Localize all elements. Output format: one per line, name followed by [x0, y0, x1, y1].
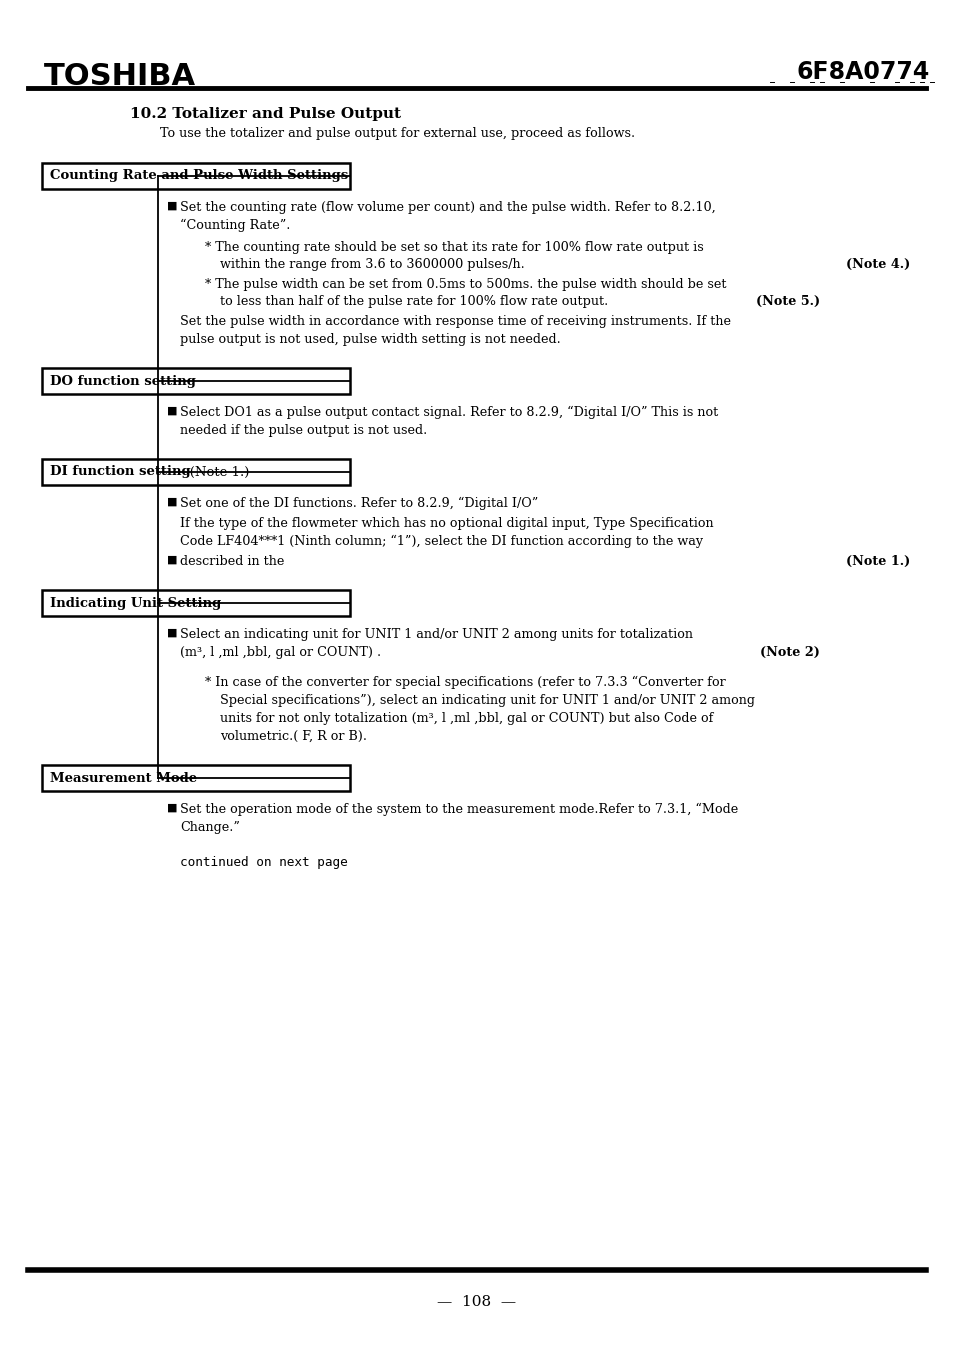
Text: 6F8A0774: 6F8A0774 [796, 59, 929, 84]
Text: DO function setting: DO function setting [50, 374, 195, 388]
Bar [42, 367, 350, 394]
Bar [42, 765, 350, 790]
Text: units for not only totalization (m³, l ,ml ,bbl, gal or COUNT) but also Code of: units for not only totalization (m³, l ,… [220, 712, 713, 725]
Text: Set the counting rate (flow volume per count) and the pulse width. Refer to 8.2.: Set the counting rate (flow volume per c… [180, 201, 715, 213]
Text: Set the operation mode of the system to the measurement mode.Refer to 7.3.1, “Mo: Set the operation mode of the system to … [180, 802, 738, 816]
Text: ■: ■ [167, 802, 177, 813]
Text: TOSHIBA: TOSHIBA [44, 62, 196, 91]
Text: * The counting rate should be set so that its rate for 100% flow rate output is: * The counting rate should be set so tha… [205, 240, 703, 254]
Text: (Note 4.): (Note 4.) [845, 258, 909, 272]
Text: ■: ■ [167, 628, 177, 638]
Text: To use the totalizer and pulse output for external use, proceed as follows.: To use the totalizer and pulse output fo… [160, 127, 635, 141]
Text: Indicating Unit Setting: Indicating Unit Setting [50, 597, 221, 609]
Bar [42, 163, 350, 189]
Text: DI function setting: DI function setting [50, 466, 191, 478]
Text: Set one of the DI functions. Refer to 8.2.9, “Digital I/O”: Set one of the DI functions. Refer to 8.… [180, 497, 537, 511]
Text: pulse output is not used, pulse width setting is not needed.: pulse output is not used, pulse width se… [180, 332, 560, 346]
Text: Set the pulse width in accordance with response time of receiving instruments. I: Set the pulse width in accordance with r… [180, 315, 730, 328]
Text: continued on next page: continued on next page [180, 857, 348, 869]
Text: “Counting Rate”.: “Counting Rate”. [180, 219, 290, 232]
Text: needed if the pulse output is not used.: needed if the pulse output is not used. [180, 424, 427, 436]
Text: (Note 1.): (Note 1.) [845, 555, 909, 567]
Bar [42, 590, 350, 616]
Text: Counting Rate and Pulse Width Settings: Counting Rate and Pulse Width Settings [50, 169, 348, 182]
Text: * The pulse width can be set from 0.5ms to 500ms. the pulse width should be set: * The pulse width can be set from 0.5ms … [205, 278, 726, 290]
Text: Select DO1 as a pulse output contact signal. Refer to 8.2.9, “Digital I/O” This : Select DO1 as a pulse output contact sig… [180, 407, 718, 419]
Text: 10.2 Totalizer and Pulse Output: 10.2 Totalizer and Pulse Output [130, 107, 400, 122]
Text: (m³, l ,ml ,bbl, gal or COUNT) .: (m³, l ,ml ,bbl, gal or COUNT) . [180, 646, 381, 659]
Text: Select an indicating unit for UNIT 1 and/or UNIT 2 among units for totalization: Select an indicating unit for UNIT 1 and… [180, 628, 692, 640]
Text: —  108  —: — 108 — [437, 1296, 516, 1309]
Text: (Note 1.): (Note 1.) [177, 466, 249, 478]
Text: ■: ■ [167, 555, 177, 565]
Text: Code LF404***1 (Ninth column; “1”), select the DI function according to the way: Code LF404***1 (Ninth column; “1”), sele… [180, 535, 702, 549]
Text: to less than half of the pulse rate for 100% flow rate output.: to less than half of the pulse rate for … [220, 295, 608, 308]
Text: Measurement Mode: Measurement Mode [50, 771, 197, 785]
Text: ■: ■ [167, 407, 177, 416]
Text: described in the: described in the [180, 555, 284, 567]
Bar [42, 459, 350, 485]
Text: ■: ■ [167, 201, 177, 211]
Text: within the range from 3.6 to 3600000 pulses/h.: within the range from 3.6 to 3600000 pul… [220, 258, 524, 272]
Text: Special specifications”), select an indicating unit for UNIT 1 and/or UNIT 2 amo: Special specifications”), select an indi… [220, 694, 754, 707]
Text: (Note 5.): (Note 5.) [755, 295, 820, 308]
Text: (Note 2): (Note 2) [760, 646, 820, 659]
Text: Change.”: Change.” [180, 821, 239, 834]
Text: If the type of the flowmeter which has no optional digital input, Type Specifica: If the type of the flowmeter which has n… [180, 517, 713, 530]
Text: * In case of the converter for special specifications (refer to 7.3.3 “Converter: * In case of the converter for special s… [205, 676, 725, 689]
Text: volumetric.( F, R or B).: volumetric.( F, R or B). [220, 730, 367, 743]
Text: ■: ■ [167, 497, 177, 507]
